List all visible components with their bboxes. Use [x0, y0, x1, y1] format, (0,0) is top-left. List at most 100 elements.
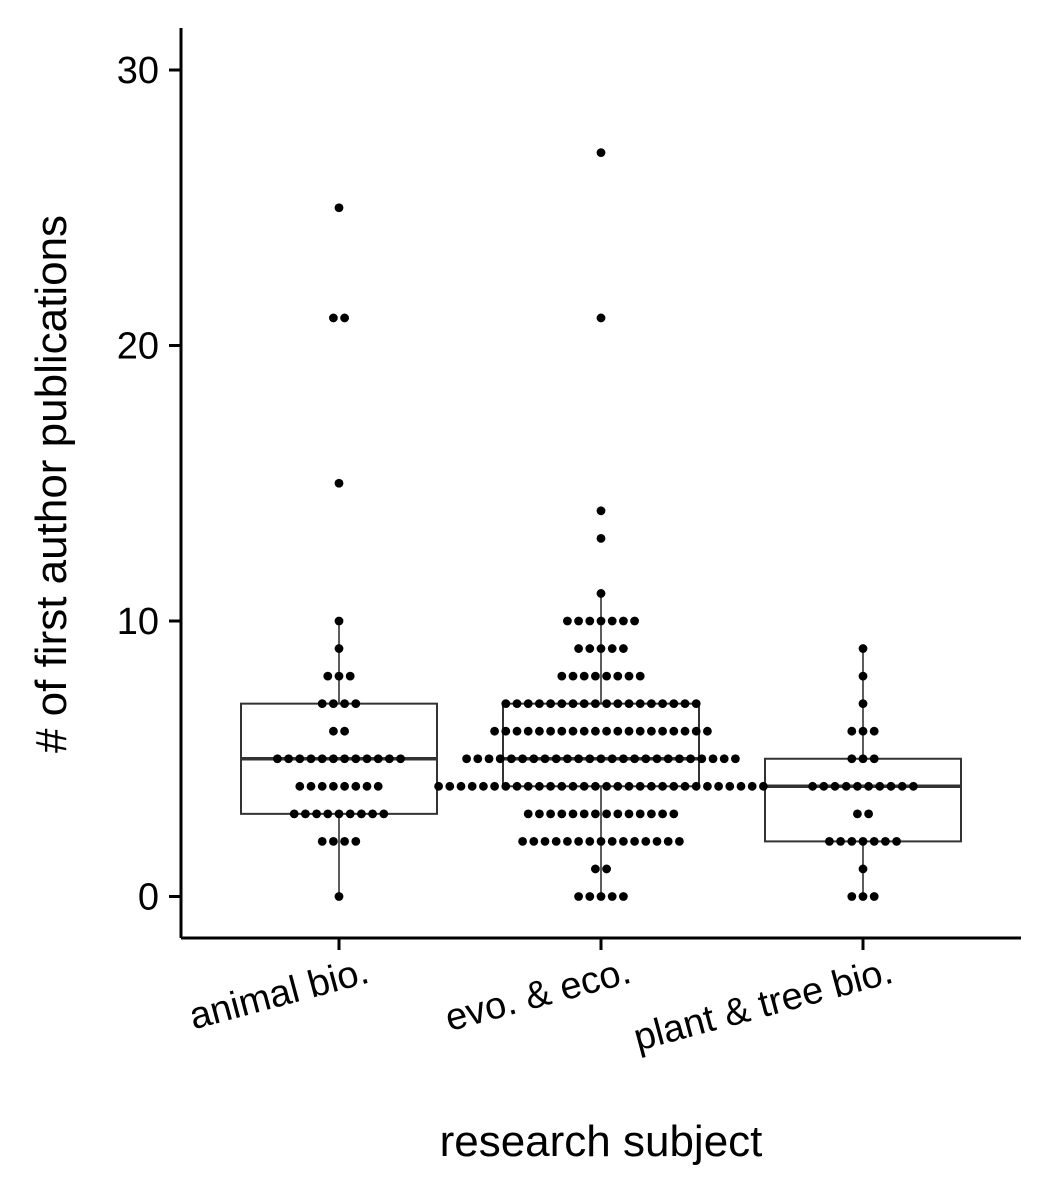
data-point [568, 699, 578, 709]
data-point [518, 754, 527, 764]
data-point [624, 699, 634, 709]
data-point [680, 781, 690, 791]
data-point [909, 781, 918, 791]
data-point [652, 837, 662, 846]
data-point [669, 809, 679, 819]
data-point [495, 754, 505, 764]
data-point [825, 837, 834, 846]
data-point [373, 781, 383, 791]
data-point [535, 726, 544, 736]
iqr-box [764, 757, 962, 843]
data-point [585, 754, 595, 764]
data-point [613, 699, 623, 709]
data-point [512, 726, 522, 736]
data-point [585, 892, 595, 901]
x-tick-label: animal bio. [185, 950, 373, 1038]
data-point [334, 809, 344, 819]
data-point [329, 781, 338, 791]
data-point [317, 754, 327, 764]
data-point [585, 837, 595, 846]
data-point [635, 809, 645, 819]
data-point [373, 754, 383, 764]
data-point [663, 837, 673, 846]
data-point [607, 644, 617, 653]
y-ticks: 0 10 20 30 [117, 50, 181, 919]
data-point [345, 809, 355, 819]
data-point [340, 699, 349, 709]
y-tick-label: 0 [138, 877, 159, 919]
data-point [490, 726, 499, 736]
data-point [334, 671, 344, 681]
data-point [540, 837, 550, 846]
data-point [892, 837, 901, 846]
data-point [501, 699, 511, 709]
data-point [329, 754, 338, 764]
data-point [579, 726, 589, 736]
data-point [351, 699, 361, 709]
data-point [295, 781, 305, 791]
data-point [512, 781, 522, 791]
data-point [658, 781, 667, 791]
data-point [306, 754, 316, 764]
data-point [869, 892, 879, 901]
data-point [858, 726, 868, 736]
data-point [591, 699, 600, 709]
data-point [613, 726, 623, 736]
x-ticks: animal bio. evo. & eco.plant & tree bio. [185, 938, 897, 1060]
data-point [334, 644, 344, 653]
data-point [731, 754, 740, 764]
data-point [345, 671, 355, 681]
data-point [579, 781, 589, 791]
data-point [546, 781, 555, 791]
data-point [512, 699, 522, 709]
data-point [624, 671, 634, 681]
data-point [334, 616, 344, 626]
data-point [641, 837, 651, 846]
data-point [680, 726, 690, 736]
data-point [540, 754, 550, 764]
y-tick-label: 10 [117, 601, 159, 643]
data-point [619, 644, 628, 653]
data-point [585, 644, 595, 653]
data-point [551, 837, 561, 846]
data-point [841, 781, 851, 791]
data-point [619, 837, 628, 846]
data-point [635, 699, 645, 709]
data-point [557, 809, 567, 819]
data-point [557, 726, 567, 736]
data-point [568, 781, 578, 791]
data-point [853, 809, 862, 819]
data-point [529, 837, 539, 846]
data-point [858, 892, 868, 901]
data-point [635, 781, 645, 791]
data-point [574, 616, 583, 626]
data-point [317, 699, 327, 709]
data-point [362, 781, 372, 791]
data-point [591, 864, 600, 874]
data-point [669, 726, 679, 736]
data-point [613, 781, 623, 791]
data-point [329, 837, 338, 846]
data-point [747, 781, 757, 791]
data-point [619, 616, 628, 626]
data-point [340, 313, 349, 323]
data-point [652, 754, 662, 764]
data-point [714, 781, 723, 791]
data-point [385, 754, 394, 764]
data-point [551, 754, 561, 764]
data-point [523, 809, 533, 819]
x-axis-title: research subject [440, 1117, 763, 1166]
data-point [658, 809, 667, 819]
data-point [647, 809, 656, 819]
data-point [535, 699, 544, 709]
data-point [591, 781, 600, 791]
data-point [591, 671, 600, 681]
data-point [630, 616, 639, 626]
data-point [759, 781, 768, 791]
data-point [858, 837, 868, 846]
boxes-layer [240, 593, 962, 897]
data-point [602, 671, 611, 681]
data-point [624, 809, 634, 819]
data-point [523, 699, 533, 709]
data-point [596, 506, 606, 516]
